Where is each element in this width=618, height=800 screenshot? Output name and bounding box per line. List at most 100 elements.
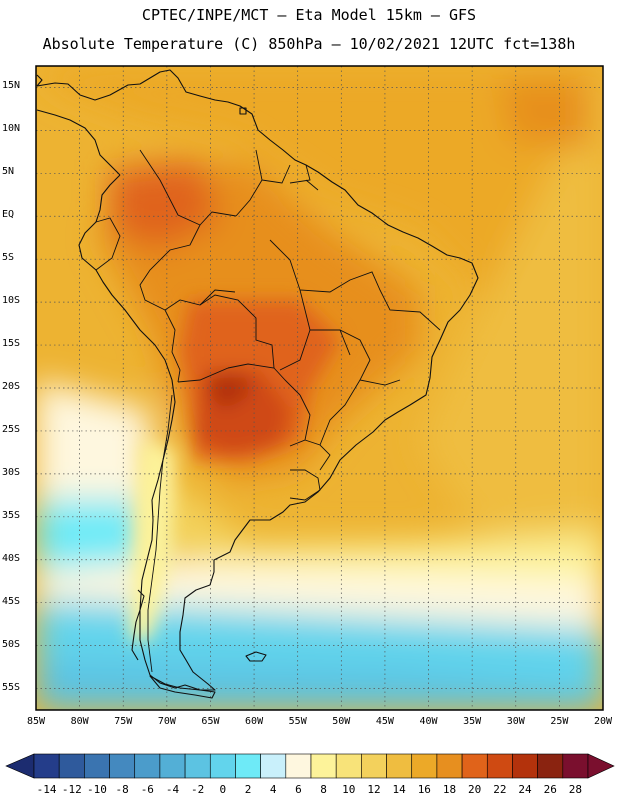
colorbar-tick-label: 14	[392, 783, 406, 796]
colorbar-swatch	[335, 753, 362, 779]
longitude-label: 35W	[463, 716, 482, 727]
colorbar-tick-label: 20	[468, 783, 482, 796]
colorbar-swatch	[58, 753, 85, 779]
latitude-label: 30S	[2, 466, 21, 478]
latitude-label: 5S	[2, 252, 15, 264]
colorbar-swatch	[310, 753, 337, 779]
longitude-label: 55W	[288, 716, 307, 727]
temperature-northeast-hot	[500, 80, 590, 150]
colorbar-under-arrow	[5, 753, 35, 779]
colorbar-swatch	[84, 753, 110, 779]
colorbar-swatch	[386, 753, 413, 779]
colorbar-tick-label: 2	[244, 783, 252, 796]
country-borders	[95, 149, 441, 673]
tierra-del-fuego	[149, 675, 216, 699]
latitude-label: 5N	[2, 166, 15, 178]
colorbar-swatch	[512, 753, 538, 779]
chart-subtitle: Absolute Temperature (C) 850hPa – 10/02/…	[42, 35, 576, 53]
colorbar-swatch	[159, 753, 186, 779]
colorbar-tick-label: 18	[442, 783, 457, 796]
temperature-southwest-cyan	[36, 500, 150, 570]
latitude-label: 25S	[2, 423, 21, 435]
colorbar-swatch	[184, 753, 211, 779]
latitude-label: 55S	[2, 681, 21, 693]
border-bolivia-argentina	[177, 367, 229, 383]
colorbar-swatch	[33, 753, 60, 779]
border-brazil-north	[139, 224, 236, 311]
colorbar-swatch	[260, 753, 287, 779]
temperature-chaco-peak	[208, 372, 250, 410]
chiloe-archipelago	[131, 589, 145, 661]
colorbar-tick-label: 12	[367, 783, 381, 796]
colorbar-tick-label: 24	[518, 783, 532, 796]
border-peru-bolivia	[164, 309, 181, 383]
border-bolivia-brazil	[199, 294, 275, 369]
south-america-outline	[36, 69, 479, 691]
latitude-label: 35S	[2, 509, 21, 521]
longitude-label: 30W	[506, 716, 525, 727]
colorbar-tick-label: 4	[269, 783, 277, 796]
latitude-label: 50S	[2, 638, 21, 650]
longitude-label: 40W	[419, 716, 438, 727]
colorbar-over-arrow	[587, 753, 615, 779]
colorbar-tick-label: -4	[165, 783, 180, 796]
longitude-label: 70W	[157, 716, 176, 727]
temperature-amazon-hot	[110, 160, 220, 250]
colorbar-tick-label: -8	[115, 783, 129, 796]
border-chile-argentina	[147, 394, 173, 673]
colorbar-tick-label: -12	[61, 783, 82, 796]
colorbar-swatch	[361, 753, 387, 779]
caribbean-coast	[36, 74, 43, 87]
longitude-label: 50W	[332, 716, 351, 727]
latitude-label: 45S	[2, 595, 21, 607]
colorbar-swatch	[436, 753, 463, 779]
latitude-label: 10N	[2, 123, 21, 135]
border-brazil-states	[269, 239, 441, 446]
colorbar-tick-label: 28	[568, 783, 583, 796]
colorbar-swatch	[562, 753, 589, 779]
border-venezuela-guyana	[235, 149, 263, 217]
chart-title: CPTEC/INPE/MCT – Eta Model 15km – GFS	[141, 6, 477, 24]
map-frame	[35, 65, 604, 711]
longitude-label: 75W	[114, 716, 133, 727]
border-peru-ecuador	[95, 217, 121, 271]
colorbar-tick-label: 26	[543, 783, 557, 796]
latitude-label: EQ	[2, 209, 15, 221]
coastlines	[36, 69, 479, 699]
border-paraguay-brazil	[289, 394, 311, 447]
border-bolivia-paraguay	[227, 363, 301, 396]
temperature-far-south-blue	[36, 660, 603, 710]
colorbar-tick-label: -10	[87, 783, 107, 796]
colorbar-tick-label: 0	[219, 783, 227, 796]
colorbar-tick-label: 6	[295, 783, 302, 796]
latitude-label: 40S	[2, 552, 21, 564]
trinidad-island	[239, 107, 247, 115]
longitude-label: 80W	[70, 716, 89, 727]
longitude-label: 45W	[375, 716, 394, 727]
graticule	[36, 66, 603, 710]
longitude-label: 25W	[550, 716, 569, 727]
colorbar-swatch	[486, 753, 513, 779]
latitude-label: 20S	[2, 381, 21, 392]
colorbar-tick-label: -14	[36, 783, 57, 796]
colorbar-tick-label: -2	[191, 783, 205, 796]
colorbar-tick-label: 16	[417, 783, 431, 796]
border-colombia-venezuela	[139, 149, 237, 226]
border-argentina-brazil	[304, 439, 331, 471]
malvinas-islands	[245, 651, 267, 662]
colorbar-swatch	[285, 753, 312, 779]
colorbar-swatch	[235, 753, 261, 779]
longitude-label: 65W	[201, 716, 220, 727]
longitude-label: 60W	[245, 716, 264, 727]
latitude-label: 15N	[2, 80, 21, 92]
latitude-label: 15S	[2, 338, 21, 350]
colorbar-tick-label: -6	[140, 783, 154, 796]
colorbar-swatch	[461, 753, 488, 779]
colorbar-tick-label: 8	[320, 783, 327, 796]
latitude-label: 10S	[2, 295, 21, 307]
temperature-ocean-north	[36, 66, 603, 330]
colorbar-tick-label: 22	[493, 783, 507, 796]
border-uruguay	[289, 469, 321, 501]
colorbar	[5, 753, 615, 779]
